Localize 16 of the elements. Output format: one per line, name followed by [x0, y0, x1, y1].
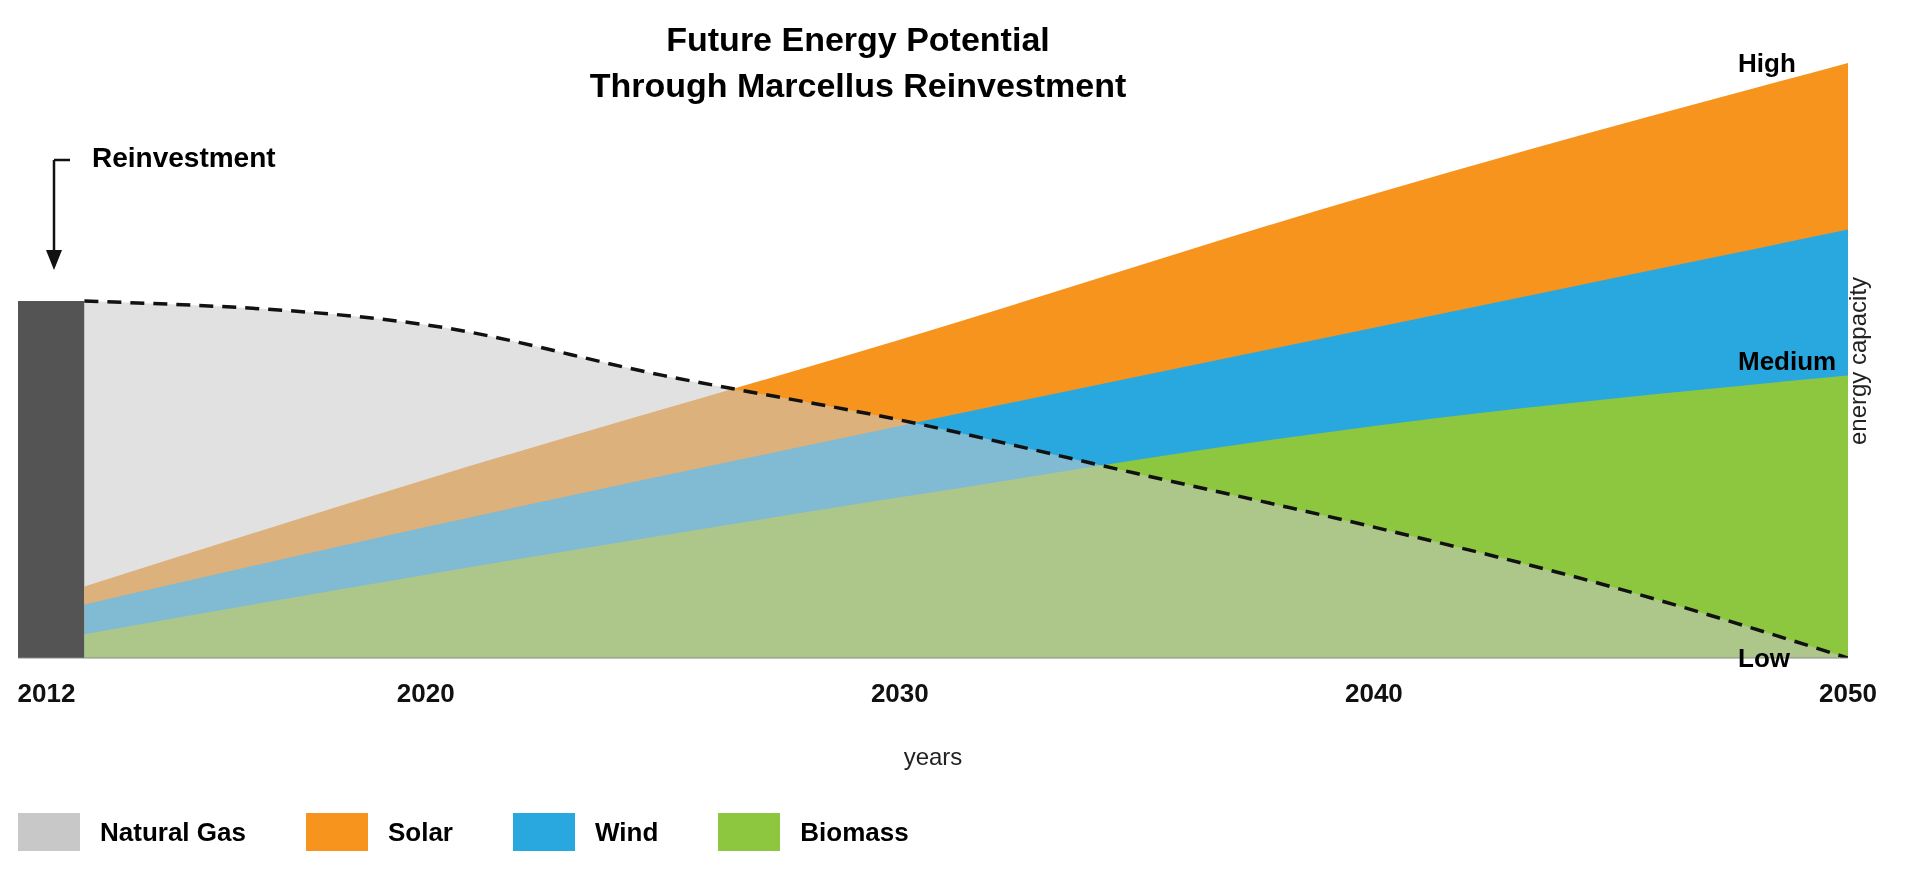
x-tick-label: 2020 [396, 678, 455, 709]
legend-label: Natural Gas [100, 816, 246, 848]
legend-label: Biomass [800, 816, 909, 848]
x-tick-label: 2030 [870, 678, 929, 709]
annotation: Medium [1738, 345, 1837, 376]
x-axis-title: years [903, 743, 963, 771]
annotation: Reinvestment [92, 142, 276, 174]
x-tick-label: 2040 [1344, 678, 1403, 709]
legend-label: Wind [594, 816, 659, 848]
annotation: Low [1738, 642, 1790, 674]
legend-label: Solar [387, 816, 453, 848]
x-tick-label: 2050 [1819, 678, 1877, 709]
y-axis-title: energy capacity [1844, 276, 1872, 445]
chart-title: Future Energy Potential Through Marcellus Reinvestment [588, 19, 1128, 106]
annotation: High [1738, 47, 1796, 79]
x-tick-label: 2012 [17, 678, 76, 709]
